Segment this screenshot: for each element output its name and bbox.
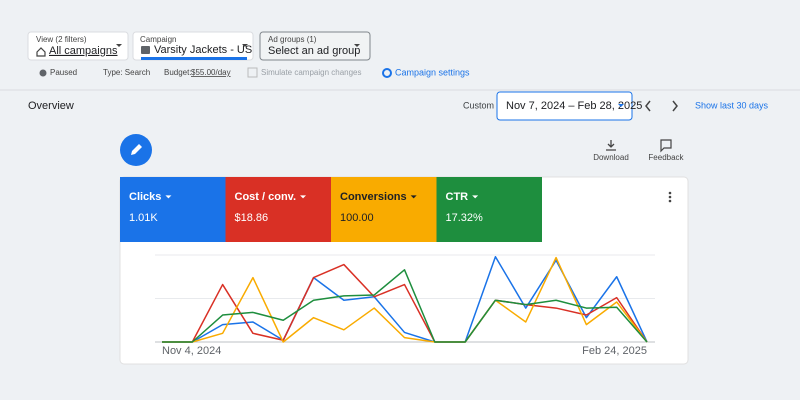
paused-icon [39, 69, 47, 77]
feedback-label: Feedback [648, 153, 684, 162]
edit-button[interactable] [120, 134, 152, 166]
metric-tile-bg [120, 177, 226, 242]
status-type: Type: Search [103, 68, 150, 77]
status-state: Paused [50, 68, 77, 77]
settings-icon [382, 68, 392, 78]
simulate: Simulate campaign changes [261, 68, 362, 77]
date-range[interactable]: Nov 7, 2024 – Feb 28, 2025 [496, 91, 642, 121]
metric-name: Conversions [340, 191, 407, 203]
metric-value: 100.00 [340, 212, 374, 224]
metric-tile-bg [436, 177, 542, 242]
filter-label: View (2 filters) [36, 35, 87, 44]
filter-campaign[interactable]: Campaign Varsity Jackets - US [132, 31, 254, 61]
x-tick-label: Feb 24, 2025 [582, 345, 647, 357]
filter-label: Ad groups (1) [268, 35, 317, 44]
series-line [162, 269, 648, 343]
download-label: Download [593, 153, 629, 162]
range-label: Custom [463, 100, 494, 110]
filter-label: Campaign [140, 35, 176, 44]
metric-caret [300, 195, 307, 199]
budget[interactable]: $55.00/day [191, 68, 231, 77]
metric-tile[interactable]: Cost / conv. $18.86 [225, 177, 332, 242]
quick-range[interactable]: Show last 30 days [695, 100, 769, 110]
more-menu[interactable] [668, 191, 672, 203]
download-button[interactable]: Download [593, 140, 629, 162]
filter-value: Select an ad group [268, 45, 360, 57]
metric-value: 17.32% [446, 212, 484, 224]
next-arrow[interactable] [672, 100, 678, 112]
date-range-text: Nov 7, 2024 – Feb 28, 2025 [506, 100, 642, 112]
campaign-settings[interactable]: Campaign settings [395, 67, 470, 77]
metric-value: $18.86 [235, 212, 269, 224]
filter-view[interactable]: View (2 filters) All campaigns [27, 31, 129, 61]
metric-tile[interactable]: Clicks 1.01K [120, 177, 226, 242]
metric-caret [472, 195, 479, 199]
filter-value: Varsity Jackets - US [154, 44, 252, 56]
metric-tile[interactable]: Conversions 100.00 [331, 177, 437, 242]
simulate-icon [247, 67, 258, 78]
metric-caret [165, 195, 172, 199]
metric-tile-bg [225, 177, 331, 242]
feedback-button[interactable]: Feedback [648, 139, 685, 162]
prev-arrow[interactable] [645, 100, 651, 112]
filter-ad-group[interactable]: Ad groups (1) Select an ad group [259, 31, 371, 61]
metric-name: CTR [446, 191, 469, 203]
budget-label: Budget: [164, 68, 192, 77]
filter-value: All campaigns [49, 45, 118, 57]
metric-value: 1.01K [129, 212, 158, 224]
metric-tile[interactable]: CTR 17.32% [436, 177, 543, 242]
series-line [162, 263, 648, 343]
metric-caret [410, 195, 417, 199]
metric-name: Clicks [129, 191, 161, 203]
x-tick-label: Nov 4, 2024 [162, 345, 221, 357]
series-line [162, 256, 648, 343]
overview-title: Overview [28, 100, 74, 112]
metric-name: Cost / conv. [235, 191, 297, 203]
metric-tile-bg [331, 177, 437, 242]
